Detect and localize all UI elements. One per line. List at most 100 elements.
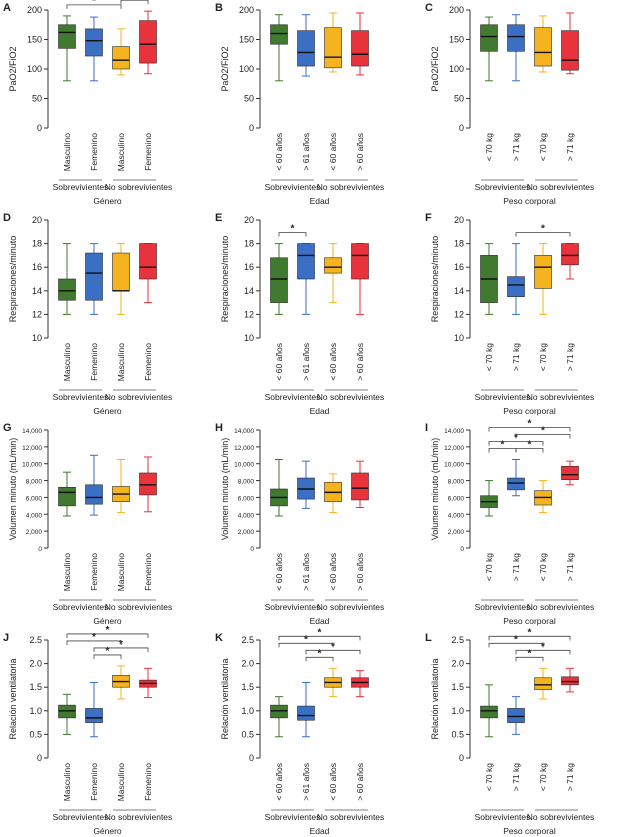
category-label: > 71 kg bbox=[565, 133, 575, 161]
y-tick-label: 14 bbox=[244, 286, 254, 296]
category-label: Femenino bbox=[143, 763, 153, 801]
y-tick-label: 14 bbox=[454, 286, 464, 296]
y-tick-label: 16 bbox=[454, 262, 464, 272]
panel-a: A050100150200PaO2/FiO2***MasculinoFemeni… bbox=[3, 0, 172, 206]
category-label: Femenino bbox=[143, 133, 153, 171]
significance-bracket: * bbox=[488, 634, 544, 648]
y-tick-label: 150 bbox=[27, 35, 42, 45]
box-3 bbox=[534, 667, 552, 700]
box-1 bbox=[270, 459, 288, 517]
panel-letter: C bbox=[425, 2, 433, 14]
category-label: < 70 kg bbox=[484, 763, 494, 791]
x-axis-label: Edad bbox=[310, 196, 330, 206]
panel-letter: I bbox=[425, 422, 428, 434]
panel-c: C 0 50 100 150 200 PaO2/FiO2 < 70 kg > 71 kg < 70… bbox=[425, 2, 594, 206]
y-tick-label: 200 bbox=[27, 5, 42, 15]
category-label: < 60 años bbox=[274, 553, 284, 591]
y-tick-label: 18 bbox=[244, 239, 254, 249]
y-tick-label: 0 bbox=[459, 753, 464, 763]
y-tick-label: 14 bbox=[32, 286, 42, 296]
box-1 bbox=[480, 480, 498, 517]
group-label: No sobrevivientes bbox=[527, 182, 595, 192]
category-label: > 71 kg bbox=[565, 343, 575, 371]
panel-letter: B bbox=[215, 2, 223, 14]
y-tick-label: 16 bbox=[32, 262, 42, 272]
bracket-line bbox=[305, 656, 334, 662]
significance-bracket: * bbox=[488, 419, 571, 432]
box-4 bbox=[561, 243, 579, 280]
box-iqr bbox=[85, 708, 103, 723]
box-iqr bbox=[112, 252, 130, 292]
group-label: No sobrevivientes bbox=[105, 182, 173, 192]
y-tick-label: 2,000 bbox=[26, 529, 43, 536]
y-tick-label: 0.5 bbox=[451, 729, 464, 739]
group-label: Sobrevivientes bbox=[475, 812, 531, 822]
box-iqr bbox=[58, 24, 76, 49]
significance-star: * bbox=[528, 440, 532, 451]
y-tick-label: 0 bbox=[37, 753, 42, 763]
box-iqr bbox=[507, 477, 525, 491]
category-label: Masculino bbox=[62, 553, 72, 592]
box-1 bbox=[58, 693, 76, 735]
y-axis-label: Volumen minuto (mL/min) bbox=[220, 438, 230, 541]
y-axis-label: Respiraciones/minuto bbox=[8, 236, 18, 323]
box-iqr bbox=[270, 24, 288, 45]
y-tick-label: 18 bbox=[454, 239, 464, 249]
box-iqr bbox=[561, 676, 579, 686]
box-iqr bbox=[58, 278, 76, 301]
significance-bracket: * bbox=[515, 224, 571, 237]
category-label: < 70 kg bbox=[484, 343, 494, 371]
y-tick-label: 0.5 bbox=[241, 729, 254, 739]
box-iqr bbox=[297, 705, 315, 721]
bracket-line bbox=[515, 649, 571, 655]
panel-letter: H bbox=[215, 422, 223, 434]
significance-star: * bbox=[541, 426, 545, 437]
box-iqr bbox=[534, 255, 552, 289]
box-4 bbox=[139, 456, 157, 513]
box-2 bbox=[85, 243, 103, 315]
y-axis-label: Volumen minuto (mL/min) bbox=[8, 438, 18, 541]
x-axis-label: Género bbox=[93, 406, 122, 416]
box-3 bbox=[534, 243, 552, 315]
category-label: < 70 kg bbox=[538, 343, 548, 371]
significance-star: * bbox=[106, 646, 110, 657]
category-label: Masculino bbox=[62, 343, 72, 382]
box-iqr bbox=[351, 472, 369, 501]
y-tick-label: 10,000 bbox=[22, 462, 42, 469]
y-tick-label: 2.5 bbox=[29, 635, 42, 645]
y-tick-label: 1.5 bbox=[451, 682, 464, 692]
category-label: < 70 kg bbox=[484, 133, 494, 161]
box-4 bbox=[139, 667, 157, 699]
box-4 bbox=[351, 12, 369, 76]
box-2 bbox=[297, 681, 315, 738]
y-tick-label: 1.5 bbox=[241, 682, 254, 692]
category-label: > 71 kg bbox=[565, 763, 575, 791]
box-3 bbox=[112, 459, 130, 514]
bracket-line bbox=[66, 633, 149, 638]
box-3 bbox=[534, 480, 552, 514]
bracket-line bbox=[66, 4, 122, 9]
y-axis-label: Relación ventilatoria bbox=[8, 658, 18, 739]
y-tick-label: 1.0 bbox=[451, 706, 464, 716]
significance-star: * bbox=[528, 419, 532, 430]
group-label: Sobrevivientes bbox=[53, 812, 109, 822]
box-4 bbox=[139, 10, 157, 75]
y-tick-label: 100 bbox=[239, 64, 254, 74]
box-2 bbox=[297, 243, 315, 315]
y-tick-label: 10 bbox=[32, 333, 42, 343]
panel-b: B 0 50 100 150 200 PaO2/FiO2 < 60 años > 61 años… bbox=[215, 2, 384, 206]
y-tick-label: 1.0 bbox=[29, 706, 42, 716]
group-label: Sobrevivientes bbox=[265, 392, 321, 402]
group-label: Sobrevivientes bbox=[53, 182, 109, 192]
box-4 bbox=[351, 243, 369, 315]
category-label: > 60 años bbox=[355, 343, 365, 381]
category-label: > 61 años bbox=[301, 343, 311, 381]
y-tick-label: 8,000 bbox=[26, 479, 43, 486]
bracket-line bbox=[488, 642, 544, 648]
y-tick-label: 150 bbox=[239, 35, 254, 45]
y-tick-label: 8,000 bbox=[238, 479, 255, 486]
significance-bracket: * bbox=[66, 625, 149, 638]
bracket-line bbox=[93, 647, 149, 652]
category-label: < 60 años bbox=[274, 133, 284, 171]
y-tick-label: 4,000 bbox=[26, 512, 43, 519]
